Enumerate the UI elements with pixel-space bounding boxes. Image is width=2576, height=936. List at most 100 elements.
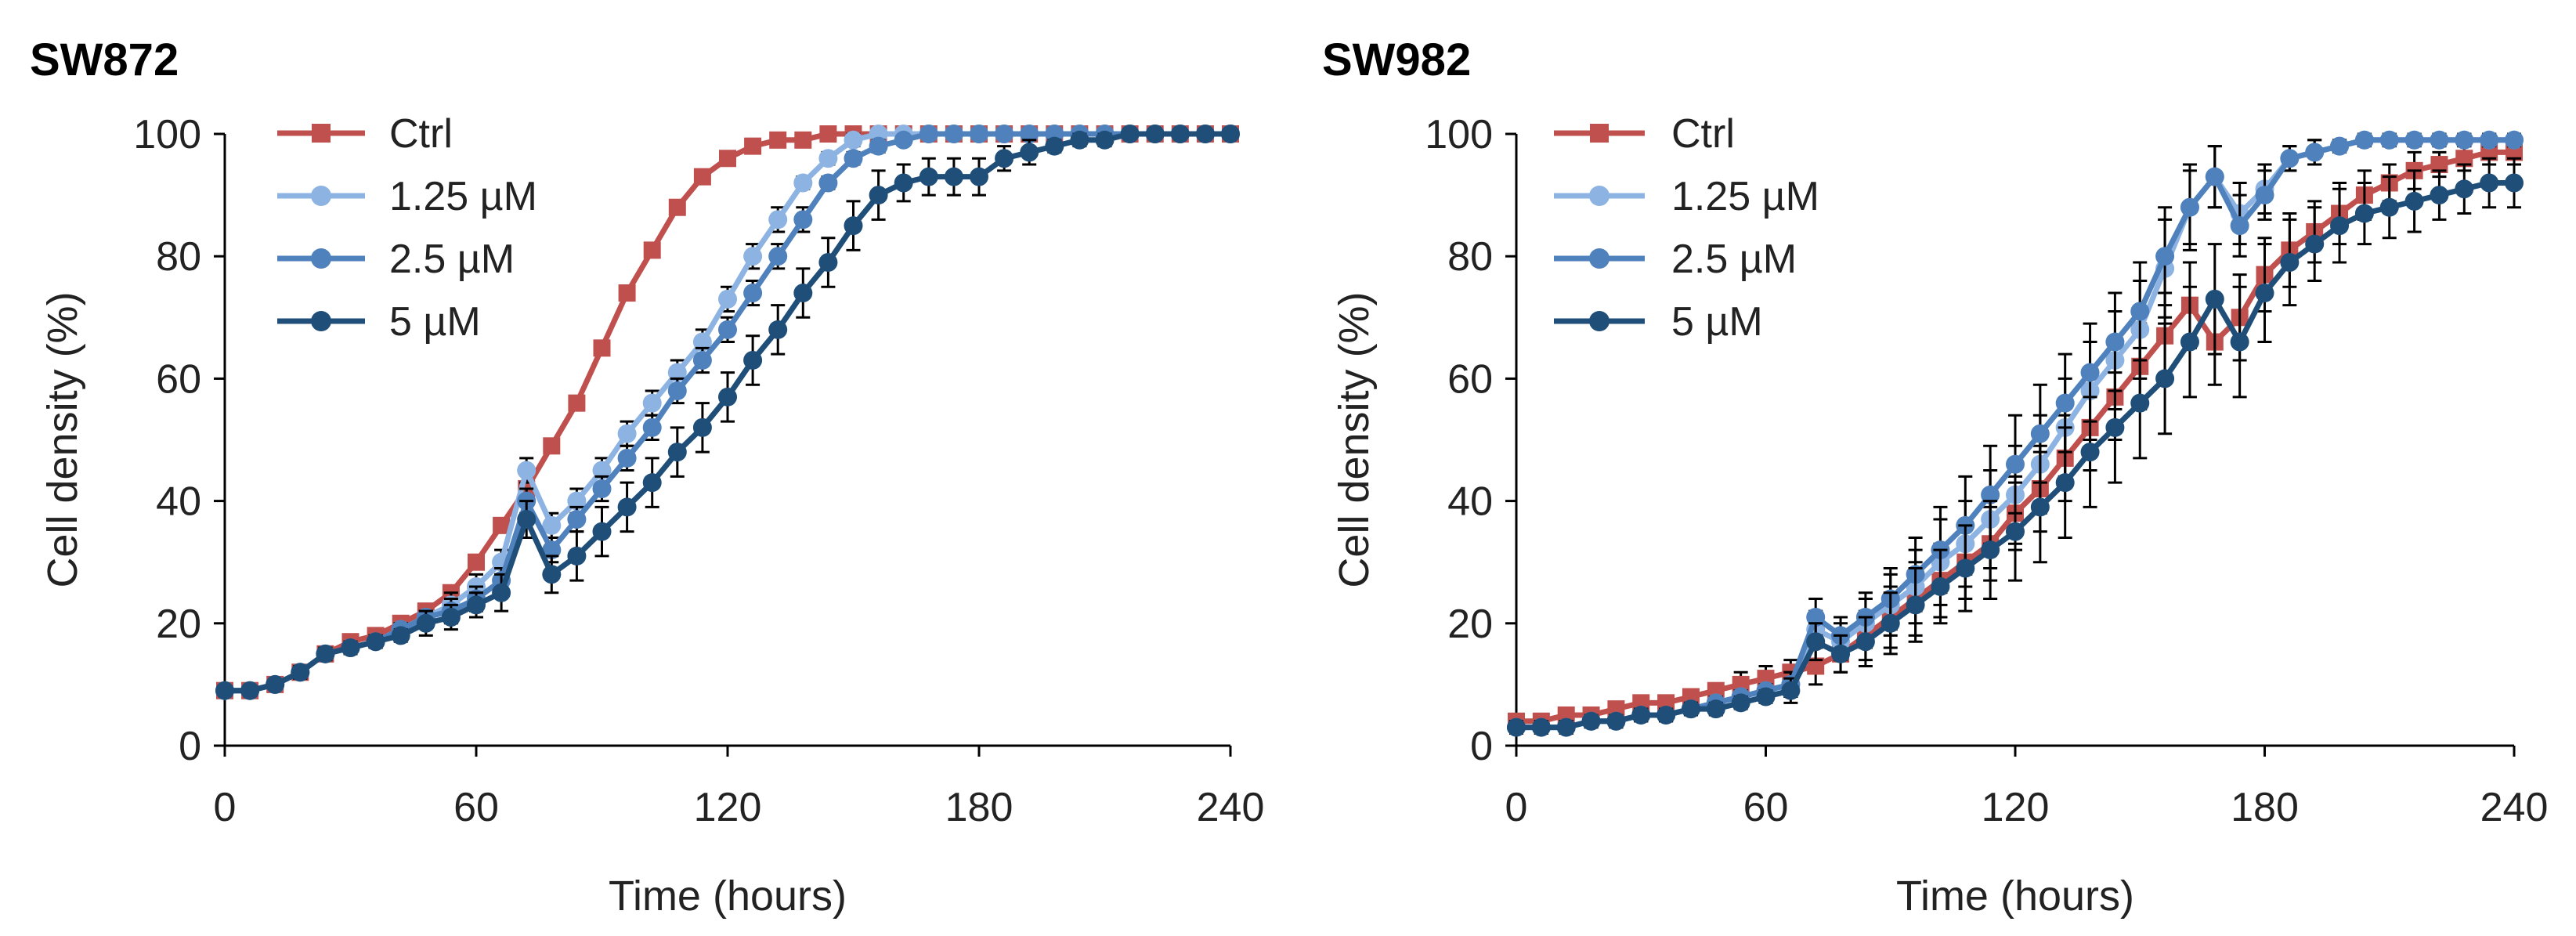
- data-point: [2430, 186, 2449, 205]
- data-point: [2255, 186, 2274, 205]
- data-point: [2280, 253, 2300, 273]
- data-point: [793, 173, 813, 193]
- data-point: [1631, 705, 1651, 725]
- data-point: [1781, 681, 1801, 700]
- data-point: [1756, 687, 1776, 707]
- x-tick-label: 0: [214, 785, 237, 830]
- y-tick-label: 100: [133, 112, 201, 157]
- data-point: [643, 241, 661, 259]
- data-point: [2255, 284, 2274, 303]
- data-point: [593, 339, 611, 357]
- data-point: [493, 516, 511, 534]
- data-point: [1906, 595, 1925, 615]
- data-point: [2006, 454, 2025, 474]
- legend-marker: [1590, 124, 1609, 143]
- data-point: [2404, 191, 2424, 211]
- data-point: [693, 168, 711, 186]
- y-tick-label: 20: [156, 602, 201, 647]
- data-point: [316, 644, 335, 663]
- data-point: [542, 565, 562, 584]
- data-point: [2205, 167, 2224, 186]
- x-tick-label: 180: [2231, 785, 2299, 830]
- data-point: [844, 149, 863, 168]
- data-point: [2180, 332, 2199, 352]
- series-4: [1507, 157, 2524, 737]
- data-point: [366, 632, 385, 652]
- data-point: [1931, 576, 1950, 596]
- data-point: [844, 216, 863, 236]
- data-point: [2105, 417, 2125, 437]
- data-point: [1045, 136, 1064, 156]
- data-point: [743, 247, 763, 266]
- data-point: [492, 583, 511, 602]
- data-point: [919, 125, 938, 143]
- data-point: [1095, 130, 1115, 150]
- data-point: [416, 613, 435, 633]
- data-point: [617, 448, 637, 468]
- data-point: [1657, 705, 1676, 725]
- data-point: [1145, 125, 1165, 143]
- data-point: [2505, 173, 2524, 193]
- data-point: [2330, 216, 2350, 236]
- data-point: [743, 284, 763, 303]
- data-point: [1120, 125, 1140, 143]
- data-point: [1881, 613, 1900, 633]
- y-tick-label: 0: [179, 724, 201, 769]
- x-tick-label: 120: [694, 785, 762, 830]
- data-point: [1831, 644, 1851, 663]
- data-point: [894, 173, 913, 193]
- data-point: [2155, 369, 2175, 388]
- data-point: [568, 394, 586, 412]
- data-point: [768, 247, 788, 266]
- y-tick-label: 60: [156, 356, 201, 402]
- data-point: [2505, 130, 2524, 150]
- legend-marker: [1589, 311, 1610, 331]
- data-point: [818, 149, 838, 168]
- data-point: [1981, 485, 2000, 504]
- data-point: [743, 350, 763, 370]
- data-point: [869, 136, 888, 156]
- data-point: [970, 125, 988, 143]
- x-tick-label: 240: [2480, 785, 2549, 830]
- legend-marker: [311, 186, 331, 206]
- legend-label: 2.5 µM: [1671, 237, 1797, 282]
- data-point: [744, 137, 762, 155]
- data-point: [2354, 130, 2374, 150]
- data-point: [215, 681, 234, 700]
- data-point: [1581, 711, 1601, 731]
- data-point: [1507, 717, 1526, 737]
- data-point: [468, 553, 485, 571]
- x-tick-label: 60: [453, 785, 499, 830]
- y-tick-label: 0: [1470, 724, 1493, 769]
- data-point: [2280, 149, 2300, 168]
- data-point: [794, 131, 812, 149]
- data-point: [341, 638, 360, 658]
- data-point: [240, 681, 260, 700]
- y-axis-title: Cell density (%): [1331, 291, 1378, 587]
- data-point: [692, 332, 712, 352]
- data-point: [2180, 197, 2199, 217]
- data-point: [1956, 558, 1975, 578]
- data-point: [617, 424, 637, 443]
- x-axis-title: Time (hours): [609, 873, 847, 920]
- data-point: [1855, 632, 1875, 652]
- data-point: [869, 186, 888, 205]
- data-point: [2455, 130, 2474, 150]
- data-point: [542, 515, 562, 535]
- data-point: [692, 350, 712, 370]
- data-point: [642, 393, 662, 413]
- data-point: [2055, 393, 2075, 413]
- data-point: [1681, 699, 1700, 719]
- data-point: [2030, 497, 2050, 517]
- data-point: [894, 130, 913, 150]
- data-point: [2430, 130, 2449, 150]
- chart-panel-1: SW872 0 20 40 60 80 100 0 60 120 180 240 Time (hours…: [30, 34, 1264, 920]
- data-point: [1195, 125, 1215, 143]
- series-4: [215, 125, 1240, 700]
- x-tick-label: 60: [1743, 785, 1789, 830]
- data-point: [1807, 657, 1825, 675]
- data-point: [542, 540, 562, 560]
- y-tick-label: 100: [1425, 112, 1493, 157]
- legend-marker: [312, 124, 331, 143]
- data-point: [995, 125, 1014, 143]
